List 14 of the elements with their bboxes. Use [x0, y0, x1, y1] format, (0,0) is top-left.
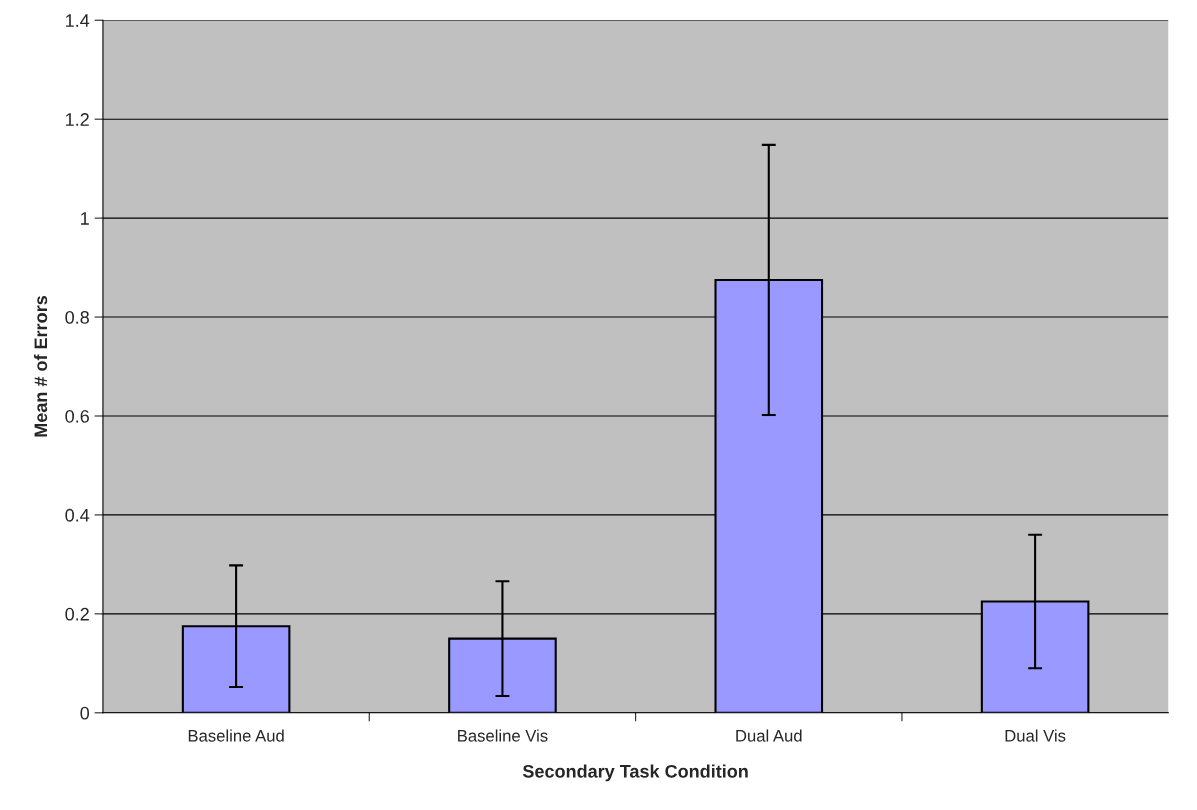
x-axis-title: Secondary Task Condition	[522, 764, 748, 782]
y-tick-label: 0.2	[65, 607, 89, 621]
y-tick-label: 0.6	[65, 409, 89, 423]
y-tick-label: 1.4	[66, 14, 90, 27]
y-axis-title: Mean # of Errors	[33, 296, 48, 437]
x-tick-label: Baseline Vis	[458, 729, 548, 742]
x-tick-label: Dual Vis	[1005, 729, 1066, 742]
x-tick-label: Baseline Aud	[188, 729, 284, 742]
y-tick-label: 0.4	[65, 508, 90, 522]
y-tick-label: 1.2	[66, 113, 89, 126]
x-tick-label: Dual Aud	[736, 729, 802, 742]
y-tick-label: 0	[80, 706, 90, 720]
y-tick-label: 1	[81, 212, 89, 225]
y-tick-label: 0.8	[65, 310, 89, 324]
